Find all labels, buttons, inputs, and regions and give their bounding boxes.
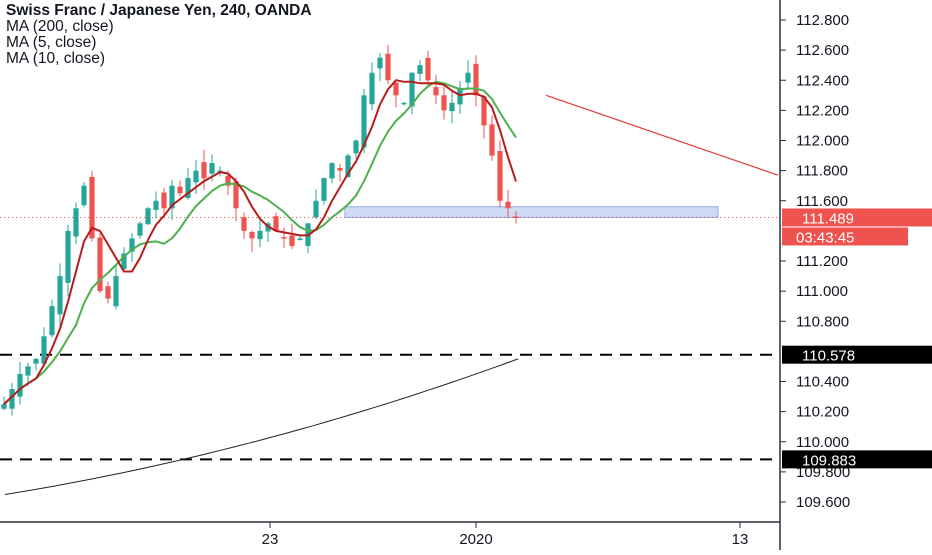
candle-body xyxy=(401,102,407,105)
level-price-tag xyxy=(782,450,932,469)
candle-body xyxy=(201,162,207,179)
y-tick-label: 110.400 xyxy=(796,374,849,391)
candle-body xyxy=(81,185,87,206)
candle-body xyxy=(417,65,423,74)
support-zone xyxy=(344,206,719,218)
ma10-line xyxy=(3,80,517,405)
candle-body xyxy=(129,238,135,252)
candle-body xyxy=(17,373,23,397)
candle-body xyxy=(225,175,231,186)
level-price-tag xyxy=(782,345,932,364)
y-tick-label: 112.400 xyxy=(796,72,849,89)
candle-body xyxy=(249,231,255,239)
candle-body xyxy=(361,95,367,148)
y-tick-label: 110.800 xyxy=(796,313,849,330)
y-tick-label: 110.000 xyxy=(796,434,849,451)
candle-body xyxy=(89,176,95,239)
y-tick-label: 109.600 xyxy=(796,494,850,511)
candle-body xyxy=(41,336,47,364)
ma200-line xyxy=(4,358,519,495)
ma5-line xyxy=(3,79,517,405)
symbol-title: Swiss Franc / Japanese Yen, 240, OANDA xyxy=(6,2,312,19)
candle-body xyxy=(57,276,63,315)
current-price-tag xyxy=(782,208,932,227)
candle-body xyxy=(257,230,263,240)
y-tick-label: 111.600 xyxy=(796,193,848,210)
countdown-tag xyxy=(782,227,908,246)
candle-body xyxy=(65,230,71,283)
x-tick-label: 23 xyxy=(262,531,279,548)
candle-body xyxy=(425,57,431,81)
y-tick-label: 112.200 xyxy=(796,102,849,119)
x-tick-label: 13 xyxy=(732,531,749,548)
candle-body xyxy=(441,95,447,111)
candle-body xyxy=(1,404,7,409)
y-tick-label: 110.200 xyxy=(796,404,849,421)
candle-body xyxy=(121,253,127,270)
candle-body xyxy=(489,124,495,156)
candle-body xyxy=(185,178,191,198)
y-tick-label: 112.000 xyxy=(796,133,849,150)
trendline xyxy=(545,94,779,176)
candle-body xyxy=(177,186,183,194)
candle-body xyxy=(297,238,303,240)
candle-body xyxy=(49,306,55,336)
candle-body xyxy=(289,235,295,246)
candle-body xyxy=(465,72,471,83)
candle-body xyxy=(329,163,335,179)
candle-body xyxy=(105,286,111,299)
candle-body xyxy=(73,208,79,237)
ma200-label: MA (200, close) xyxy=(6,18,114,35)
y-tick-label: 111.800 xyxy=(796,163,848,180)
y-tick-label: 112.800 xyxy=(796,12,849,29)
candle-body xyxy=(209,163,215,174)
candle-body xyxy=(505,201,511,209)
candle-body xyxy=(377,57,383,69)
candle-body xyxy=(449,102,455,112)
candle-body xyxy=(169,185,175,209)
candle-body xyxy=(193,170,199,183)
candle-body xyxy=(153,200,159,210)
candle-body xyxy=(9,389,15,409)
candle-body xyxy=(369,72,375,105)
candle-body xyxy=(97,237,103,292)
candle-body xyxy=(241,217,247,231)
y-tick-label: 111.000 xyxy=(796,283,848,300)
current-price-label: 111.489 xyxy=(802,210,854,227)
candle-body xyxy=(273,216,279,231)
candle-body xyxy=(313,200,319,218)
candle-body xyxy=(481,96,487,126)
y-tick-label: 112.600 xyxy=(796,42,849,59)
candle-body xyxy=(321,178,327,201)
countdown-label: 03:43:45 xyxy=(796,229,854,246)
level-price-label: 110.578 xyxy=(802,348,855,365)
candle-body xyxy=(281,237,287,239)
candle-body xyxy=(497,151,503,201)
candle-body xyxy=(25,366,31,376)
level-price-label: 109.883 xyxy=(802,452,856,469)
y-tick-label: 111.200 xyxy=(796,253,848,270)
chart-legend: Swiss Franc / Japanese Yen, 240, OANDA M… xyxy=(6,3,312,67)
ma5-label: MA (5, close) xyxy=(6,34,97,51)
candle-body xyxy=(433,87,439,96)
candle-body xyxy=(145,208,151,225)
candle-body xyxy=(33,358,39,364)
candle-body xyxy=(353,140,359,154)
candles xyxy=(1,45,519,416)
candle-body xyxy=(113,276,119,307)
candle-body xyxy=(473,63,479,96)
candle-body xyxy=(137,223,143,236)
candle-body xyxy=(345,155,351,178)
candle-body xyxy=(337,167,343,171)
candle-body xyxy=(409,72,415,107)
x-tick-label: 2020 xyxy=(459,531,492,548)
candle-body xyxy=(233,181,239,209)
candle-body xyxy=(393,82,399,96)
candle-body xyxy=(161,192,167,209)
ma10-label: MA (10, close) xyxy=(6,50,106,67)
candle-body xyxy=(385,53,391,81)
